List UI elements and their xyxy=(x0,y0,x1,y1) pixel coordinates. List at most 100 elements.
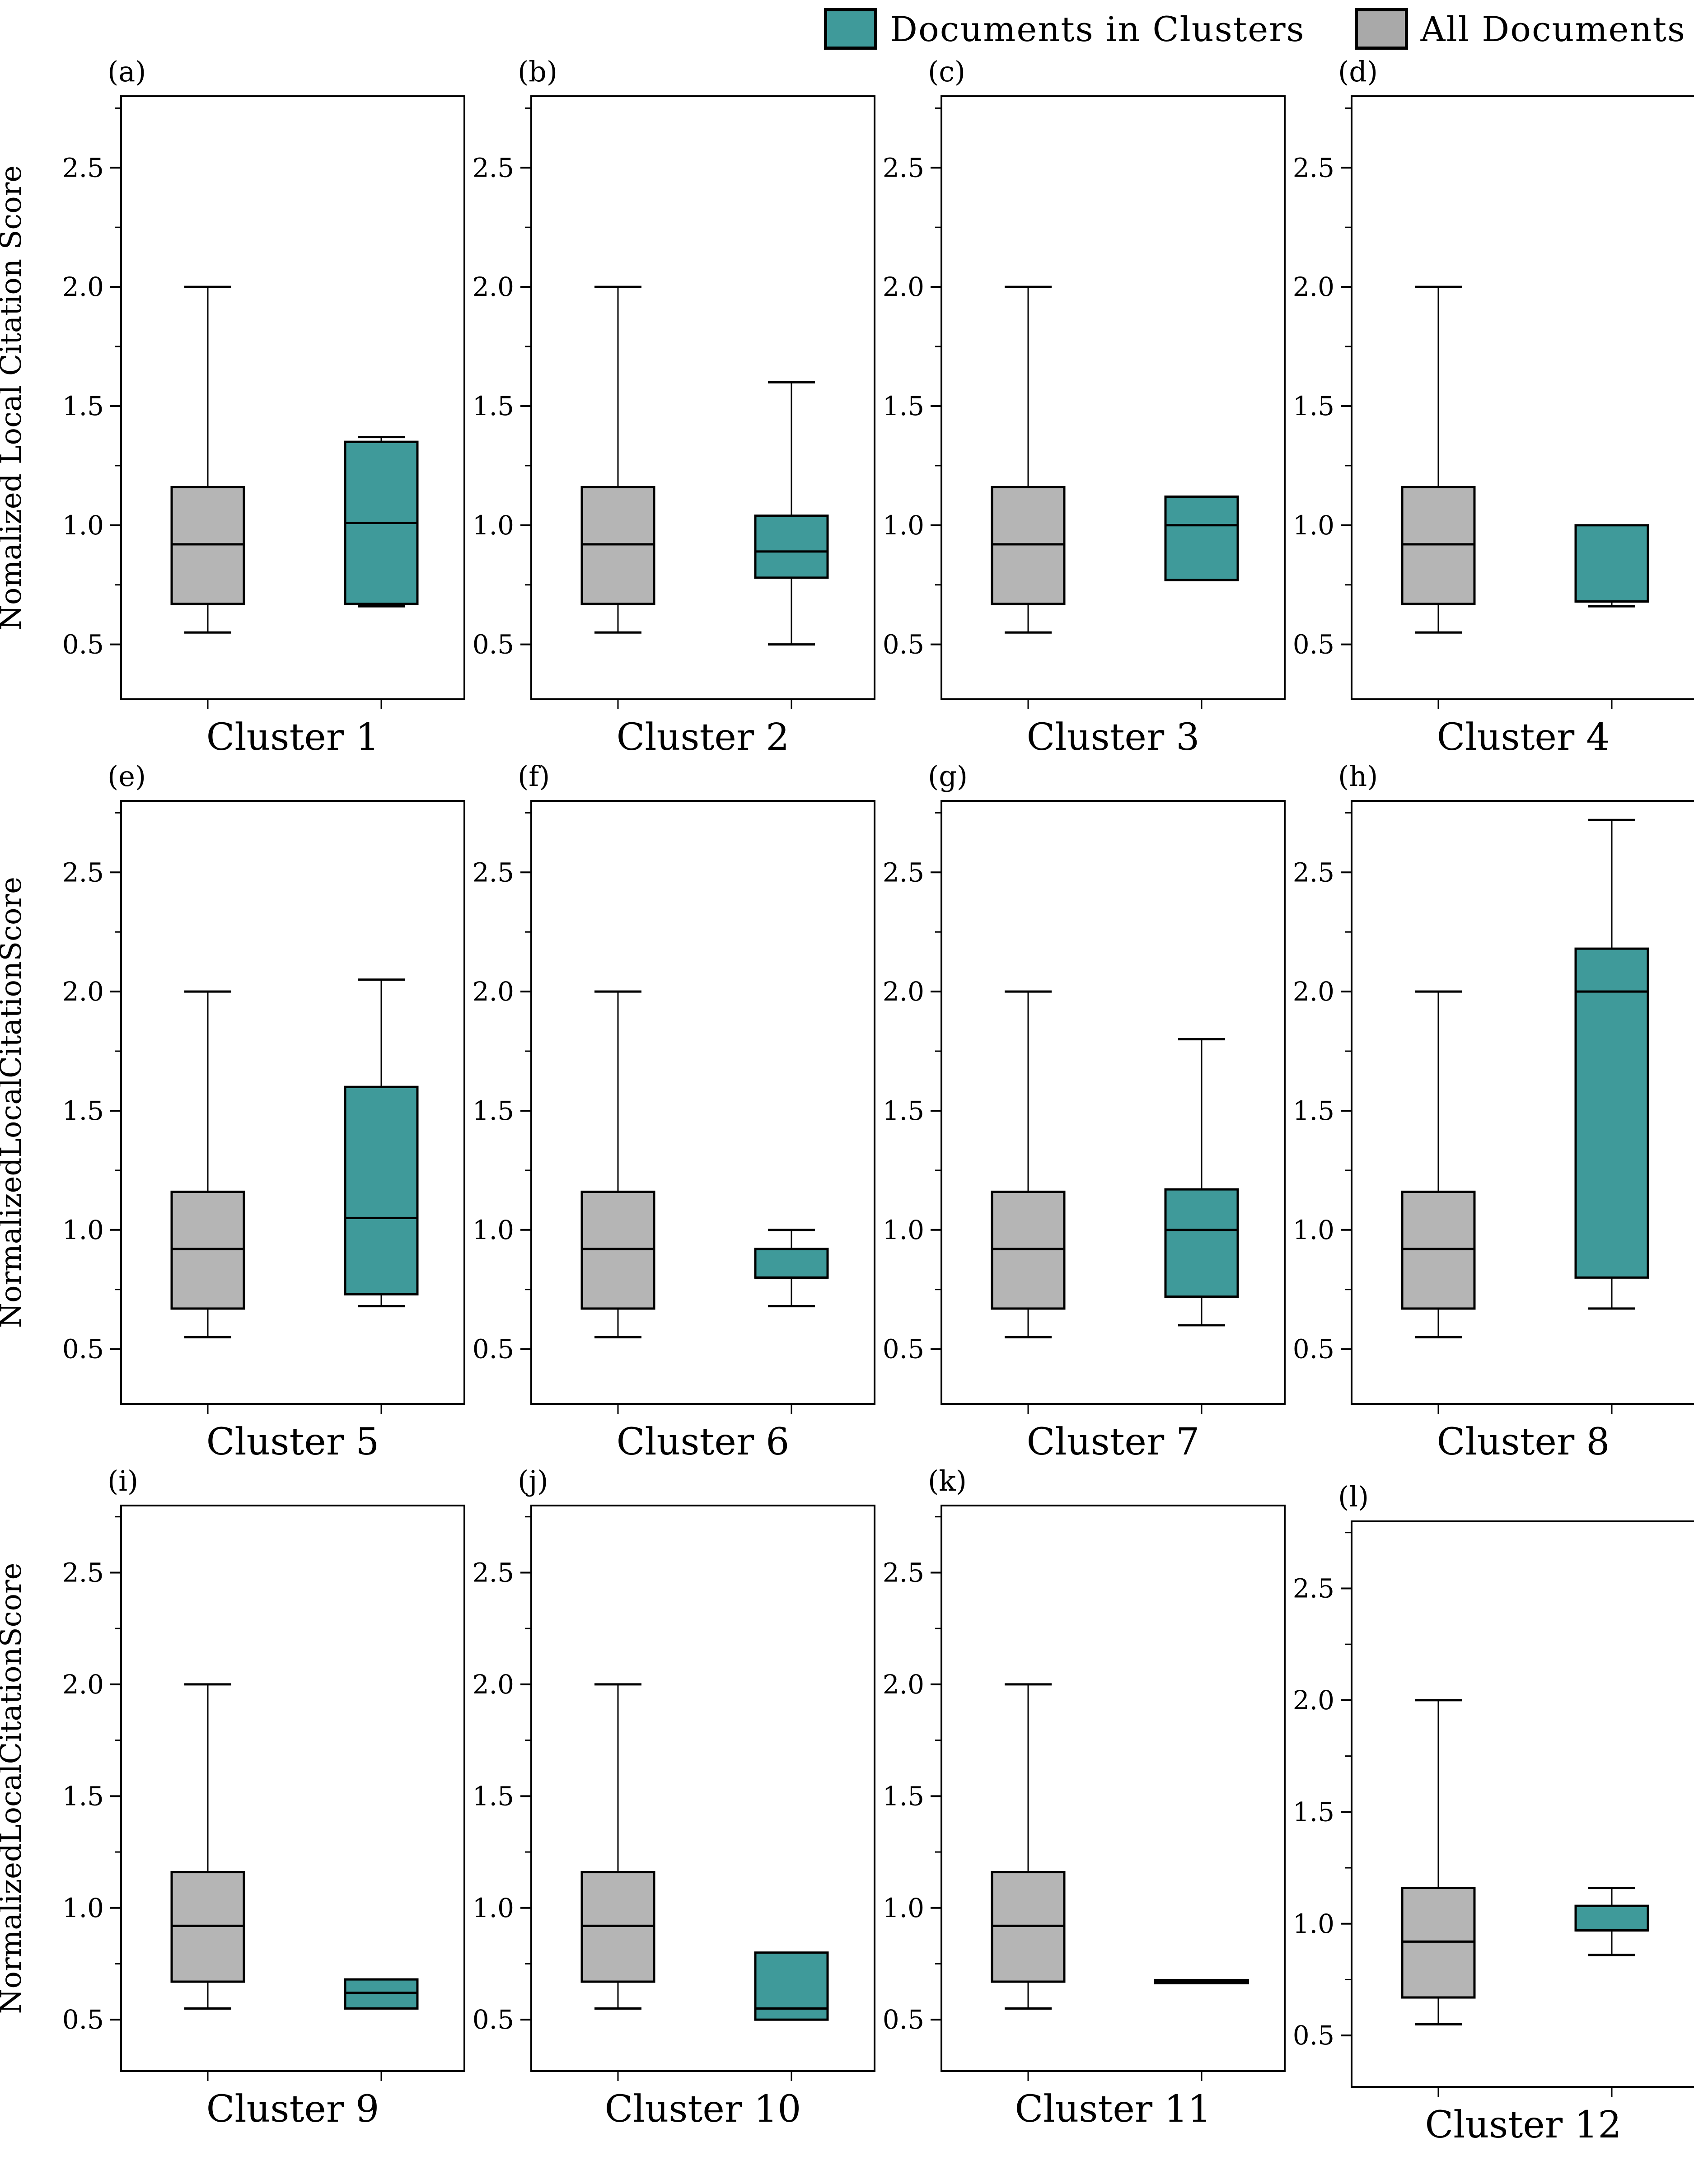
y-tick-label: 1.5 xyxy=(883,1781,924,1811)
panel-letter: (l) xyxy=(1338,1480,1369,1513)
panel-letter: (a) xyxy=(108,55,146,88)
y-tick-label: 1.5 xyxy=(473,391,514,421)
plot-frame xyxy=(120,95,465,700)
y-tick-label: 2.0 xyxy=(473,1669,514,1700)
y-tick-label: 0.5 xyxy=(1293,2020,1334,2051)
y-tick-label: 2.5 xyxy=(62,152,104,183)
y-tick-label: 2.0 xyxy=(1293,271,1334,302)
cluster-title: Cluster 10 xyxy=(605,2088,801,2131)
y-axis-title: Nomalized Local Citation Score xyxy=(0,165,28,630)
y-tick-label: 0.5 xyxy=(883,1334,924,1365)
panel-cluster-8: 0.5 1.0 1.5 2.0 2.5 (h) Cluster 8 xyxy=(1293,760,1694,1464)
panel-cluster-6: 0.5 1.0 1.5 2.0 2.5 (f) Cluster 6 xyxy=(473,760,875,1464)
y-tick-label: 1.0 xyxy=(1293,1908,1334,1939)
boxplot-grid: 0.5 1.0 1.5 2.0 2.5 (a) Cluster 1 Nomalized Loc… xyxy=(0,55,1694,2147)
y-tick-label: 1.0 xyxy=(62,1215,104,1245)
panel-cluster-5: 0.5 1.0 1.5 2.0 2.5 (e) Cluster 5 NormalizedLoc… xyxy=(0,760,465,1464)
y-tick-label: 1.0 xyxy=(62,1893,104,1923)
y-tick-label: 2.5 xyxy=(473,1557,514,1588)
y-tick-label: 1.5 xyxy=(1293,1095,1334,1126)
box-all-documents xyxy=(170,1190,245,1310)
y-tick-label: 2.0 xyxy=(883,976,924,1007)
panel-letter: (c) xyxy=(928,55,965,88)
y-tick-label: 2.0 xyxy=(473,976,514,1007)
y-tick-label: 2.5 xyxy=(1293,152,1334,183)
plot-frame xyxy=(530,800,875,1405)
panel-cluster-9: 0.5 1.0 1.5 2.0 2.5 (i) Cluster 9 NormalizedLoc… xyxy=(0,1464,465,2131)
panel-cluster-1: 0.5 1.0 1.5 2.0 2.5 (a) Cluster 1 Nomalized Loc… xyxy=(0,55,465,759)
legend-swatch-all-documents xyxy=(1354,8,1408,50)
cluster-title: Cluster 6 xyxy=(617,1421,790,1464)
box-documents-in-clusters xyxy=(1164,1188,1239,1298)
panel-letter: (k) xyxy=(928,1464,967,1497)
panel-cluster-3: 0.5 1.0 1.5 2.0 2.5 (c) Cluster 3 xyxy=(883,55,1286,759)
cluster-title: Cluster 8 xyxy=(1437,1421,1610,1464)
box-all-documents xyxy=(1401,1190,1476,1310)
box-documents-in-clusters xyxy=(754,514,829,579)
panel-letter: (g) xyxy=(928,760,968,793)
box-all-documents xyxy=(170,486,245,605)
plot-frame xyxy=(941,1505,1286,2072)
y-tick-label: 1.5 xyxy=(62,1095,104,1126)
panel-letter: (e) xyxy=(108,760,146,793)
y-tick-label: 2.0 xyxy=(473,271,514,302)
box-all-documents xyxy=(991,486,1066,605)
plot-frame xyxy=(941,95,1286,700)
box-documents-in-clusters xyxy=(1574,1904,1649,1932)
y-tick-label: 0.5 xyxy=(1293,1334,1334,1365)
y-tick-label: 0.5 xyxy=(883,629,924,660)
plot-frame xyxy=(120,1505,465,2072)
plot-frame xyxy=(530,1505,875,2072)
plot-frame xyxy=(941,800,1286,1405)
cluster-title: Cluster 7 xyxy=(1027,1421,1200,1464)
y-tick-label: 1.0 xyxy=(62,510,104,541)
panel-cluster-2: 0.5 1.0 1.5 2.0 2.5 (b) Cluster 2 xyxy=(473,55,875,759)
y-tick-label: 2.5 xyxy=(1293,1573,1334,1604)
y-tick-label: 2.5 xyxy=(473,152,514,183)
legend: Documents in Clusters All Documents xyxy=(824,8,1686,50)
box-documents-in-clusters xyxy=(1574,947,1649,1279)
panel-cluster-7: 0.5 1.0 1.5 2.0 2.5 (g) Cluster 7 xyxy=(883,760,1286,1464)
box-all-documents xyxy=(580,1190,655,1310)
panel-letter: (j) xyxy=(518,1464,548,1497)
y-tick-label: 2.0 xyxy=(62,976,104,1007)
box-all-documents xyxy=(1401,486,1476,605)
y-tick-label: 0.5 xyxy=(62,1334,104,1365)
plot-frame xyxy=(530,95,875,700)
panel-letter: (d) xyxy=(1338,55,1378,88)
cluster-title: Cluster 1 xyxy=(206,716,379,759)
y-tick-label: 1.5 xyxy=(883,391,924,421)
y-tick-label: 2.5 xyxy=(883,152,924,183)
y-tick-label: 2.5 xyxy=(62,857,104,888)
plot-frame xyxy=(1351,95,1694,700)
y-tick-label: 0.5 xyxy=(62,2004,104,2035)
y-tick-label: 2.0 xyxy=(62,271,104,302)
panel-letter: (h) xyxy=(1338,760,1378,793)
y-tick-label: 1.0 xyxy=(1293,510,1334,541)
y-tick-label: 2.0 xyxy=(883,271,924,302)
y-tick-label: 0.5 xyxy=(1293,629,1334,660)
y-tick-label: 2.5 xyxy=(62,1557,104,1588)
legend-swatch-documents-in-clusters xyxy=(824,8,878,50)
y-tick-label: 1.0 xyxy=(1293,1215,1334,1245)
y-tick-label: 1.5 xyxy=(473,1095,514,1126)
y-tick-label: 2.0 xyxy=(883,1669,924,1700)
cluster-title: Cluster 3 xyxy=(1027,716,1200,759)
plot-frame xyxy=(1351,800,1694,1405)
panel-cluster-10: 0.5 1.0 1.5 2.0 2.5 (j) Cluster 10 xyxy=(473,1464,875,2131)
plot-frame xyxy=(1351,1520,1694,2088)
legend-item-documents-in-clusters: Documents in Clusters xyxy=(824,8,1305,50)
box-documents-in-clusters xyxy=(1164,495,1239,581)
y-tick-label: 1.0 xyxy=(883,1215,924,1245)
box-all-documents xyxy=(991,1190,1066,1310)
y-tick-label: 1.0 xyxy=(473,1215,514,1245)
y-tick-label: 2.5 xyxy=(1293,857,1334,888)
cluster-title: Cluster 4 xyxy=(1437,716,1610,759)
panel-letter: (b) xyxy=(518,55,557,88)
y-tick-label: 0.5 xyxy=(883,2004,924,2035)
y-tick-label: 1.0 xyxy=(883,1893,924,1923)
panel-letter: (f) xyxy=(518,760,550,793)
y-tick-label: 2.0 xyxy=(1293,1685,1334,1716)
plot-frame xyxy=(120,800,465,1405)
y-tick-label: 2.5 xyxy=(473,857,514,888)
